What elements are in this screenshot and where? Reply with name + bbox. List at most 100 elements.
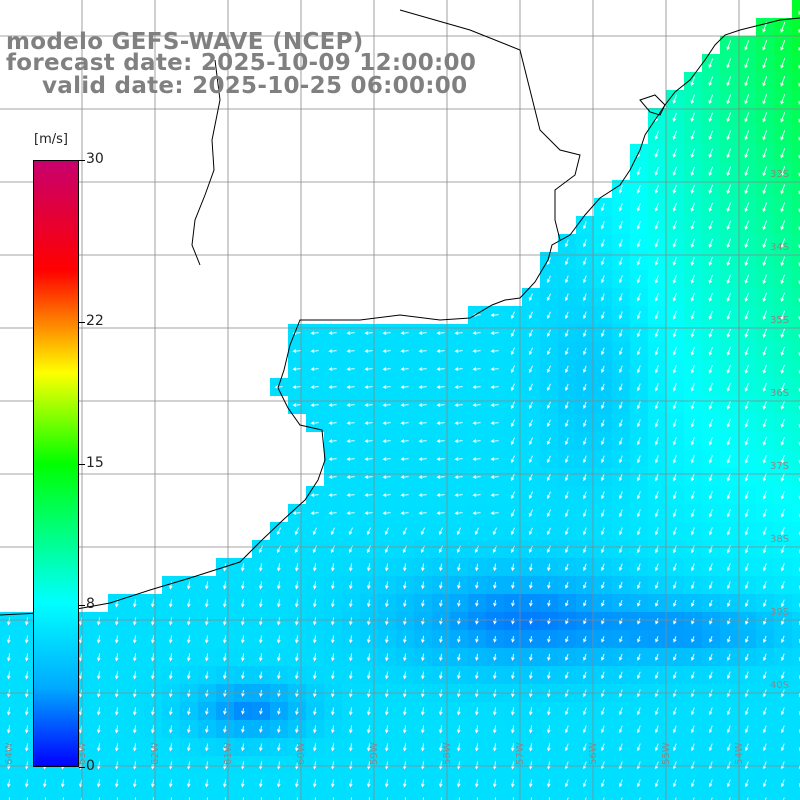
wind-arrow bbox=[618, 437, 623, 446]
wind-arrow bbox=[24, 653, 29, 662]
wind-arrow bbox=[654, 329, 659, 338]
wind-arrow bbox=[692, 797, 695, 800]
wind-arrow bbox=[421, 563, 425, 572]
wind-arrow bbox=[618, 347, 623, 356]
wind-arrow bbox=[708, 455, 713, 464]
wind-arrow bbox=[654, 239, 659, 248]
wind-arrow bbox=[493, 581, 497, 589]
wind-arrow bbox=[564, 293, 569, 302]
wind-arrow bbox=[490, 403, 499, 407]
wind-arrow bbox=[780, 21, 786, 33]
wind-arrow bbox=[654, 563, 659, 572]
wind-arrow bbox=[690, 473, 695, 482]
wind-arrow bbox=[547, 653, 551, 662]
wind-arrow bbox=[744, 400, 749, 410]
wind-arrow bbox=[240, 635, 245, 644]
wind-arrow bbox=[186, 653, 191, 662]
wind-arrow bbox=[454, 439, 463, 443]
wind-speed-cell bbox=[792, 288, 800, 306]
wind-arrow bbox=[528, 437, 533, 446]
wind-arrow bbox=[564, 347, 569, 356]
wind-arrow bbox=[690, 437, 695, 446]
wind-arrow bbox=[132, 761, 137, 770]
wind-arrow bbox=[708, 527, 713, 536]
wind-arrow bbox=[366, 671, 371, 680]
wind-arrow bbox=[636, 167, 641, 176]
wind-speed-cell bbox=[792, 144, 800, 162]
wind-speed-cell bbox=[252, 792, 270, 800]
wind-arrow bbox=[330, 743, 335, 752]
wind-arrow bbox=[330, 527, 335, 536]
wind-arrow bbox=[382, 493, 391, 497]
wind-arrow bbox=[150, 653, 155, 662]
wind-arrow bbox=[366, 563, 371, 572]
wind-arrow bbox=[654, 725, 659, 734]
wind-speed-cell bbox=[630, 792, 648, 800]
wind-arrow bbox=[529, 600, 533, 607]
wind-arrow bbox=[564, 437, 569, 446]
wind-arrow bbox=[762, 184, 768, 195]
wind-arrow bbox=[382, 385, 391, 389]
wind-arrow bbox=[224, 797, 227, 800]
wind-arrow bbox=[490, 421, 499, 425]
latitude-label: 38S bbox=[770, 534, 789, 545]
wind-arrow bbox=[6, 743, 11, 752]
wind-arrow bbox=[364, 331, 373, 335]
wind-arrow bbox=[382, 331, 391, 335]
wind-speed-cell bbox=[342, 792, 360, 800]
longitude-label: 60W bbox=[296, 742, 307, 765]
wind-arrow bbox=[24, 671, 29, 680]
wind-arrow bbox=[690, 653, 695, 661]
wind-arrow bbox=[780, 761, 785, 770]
wind-arrow bbox=[690, 761, 695, 770]
wind-arrow bbox=[312, 581, 317, 590]
wind-arrow bbox=[780, 166, 786, 177]
wind-arrow bbox=[294, 599, 299, 608]
wind-arrow bbox=[206, 797, 209, 800]
wind-arrow bbox=[328, 385, 337, 389]
wind-arrow bbox=[276, 779, 281, 788]
wind-arrow bbox=[310, 403, 319, 407]
wind-arrow bbox=[654, 365, 659, 374]
wind-arrow bbox=[654, 455, 659, 464]
wind-arrow bbox=[152, 797, 155, 800]
wind-arrow bbox=[708, 401, 713, 410]
wind-arrow bbox=[490, 457, 499, 461]
wind-arrow bbox=[600, 419, 605, 428]
wind-arrow bbox=[132, 743, 137, 752]
wind-arrow bbox=[439, 653, 443, 662]
wind-arrow bbox=[547, 600, 551, 607]
wind-arrow bbox=[6, 617, 11, 626]
wind-arrow bbox=[744, 184, 750, 195]
wind-arrow bbox=[436, 367, 445, 371]
wind-speed-cell bbox=[774, 792, 792, 800]
wind-arrow bbox=[168, 599, 173, 608]
wind-arrow bbox=[42, 779, 47, 788]
wind-arrow bbox=[654, 311, 659, 320]
wind-arrow bbox=[618, 761, 623, 770]
wind-arrow bbox=[744, 238, 749, 249]
wind-speed-cell bbox=[792, 18, 800, 36]
wind-arrow bbox=[672, 509, 677, 518]
wind-speed-cell bbox=[216, 792, 234, 800]
wind-arrow bbox=[510, 401, 515, 410]
wind-arrow bbox=[490, 475, 499, 479]
wind-arrow bbox=[114, 653, 119, 662]
wind-arrow bbox=[150, 635, 155, 644]
wind-speed-cell bbox=[684, 792, 702, 800]
wind-arrow bbox=[762, 112, 768, 123]
wind-arrow bbox=[690, 130, 695, 141]
wind-arrow bbox=[618, 779, 623, 788]
wind-arrow bbox=[708, 76, 714, 87]
wind-arrow bbox=[726, 491, 731, 500]
latitude-label: 33S bbox=[770, 169, 789, 180]
wind-arrow bbox=[150, 707, 155, 716]
wind-arrow bbox=[421, 635, 425, 644]
wind-arrow bbox=[564, 329, 569, 338]
wind-arrow bbox=[672, 347, 677, 356]
wind-arrow bbox=[764, 797, 767, 800]
wind-arrow bbox=[384, 707, 389, 716]
wind-arrow bbox=[292, 367, 301, 371]
wind-arrow bbox=[618, 581, 623, 590]
wind-arrow bbox=[475, 618, 479, 625]
